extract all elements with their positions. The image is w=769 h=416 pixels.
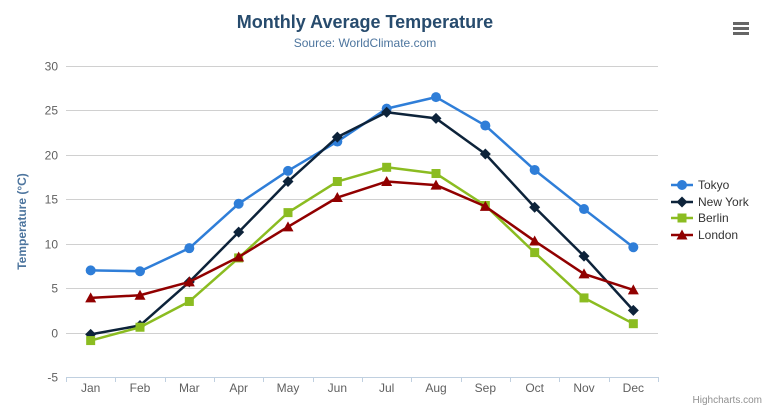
data-point[interactable] — [86, 336, 96, 346]
x-axis-label: Mar — [179, 381, 200, 395]
x-axis-label: Jul — [379, 381, 394, 395]
data-point[interactable] — [331, 131, 343, 143]
series-new-york — [85, 106, 639, 340]
x-axis-label: Oct — [525, 381, 544, 395]
data-point[interactable] — [85, 265, 96, 276]
series-line — [89, 180, 635, 300]
data-point[interactable] — [579, 204, 589, 215]
data-point[interactable] — [183, 276, 195, 287]
data-point[interactable] — [282, 221, 294, 232]
data-point[interactable] — [627, 304, 639, 316]
x-axis-label: Sep — [475, 381, 497, 395]
data-point[interactable] — [677, 213, 687, 223]
x-axis-label: Jun — [328, 381, 347, 395]
y-axis-label: 10 — [45, 238, 59, 252]
x-axis-label: Jan — [81, 381, 100, 395]
data-point[interactable] — [628, 242, 639, 253]
data-point[interactable] — [579, 293, 589, 303]
data-point[interactable] — [184, 296, 194, 306]
y-axis-label: 5 — [51, 282, 58, 296]
data-point[interactable] — [676, 196, 688, 208]
y-axis-label: 20 — [45, 149, 59, 163]
data-point[interactable] — [479, 148, 491, 160]
legend-label: Tokyo — [698, 178, 730, 193]
data-point[interactable] — [431, 169, 441, 179]
data-point[interactable] — [677, 180, 687, 191]
data-point[interactable] — [529, 164, 540, 175]
data-point[interactable] — [578, 268, 590, 279]
legend: Tokyo New York Berlin London — [671, 177, 749, 243]
x-axis-label: Feb — [130, 381, 151, 395]
y-axis-title: Temperature (°C) — [15, 173, 29, 270]
y-axis-label: 25 — [45, 104, 59, 118]
data-point[interactable] — [381, 106, 393, 118]
y-axis-label: 0 — [51, 327, 58, 341]
legend-item-london[interactable]: London — [671, 227, 749, 244]
y-axis-label: 30 — [45, 60, 59, 74]
data-point[interactable] — [430, 179, 442, 190]
legend-label: New York — [698, 194, 749, 209]
series-tokyo — [85, 92, 639, 277]
series-line — [89, 166, 635, 342]
data-point[interactable] — [283, 208, 293, 218]
series-line — [89, 95, 635, 273]
square-marker-icon — [671, 213, 693, 223]
data-point[interactable] — [135, 266, 145, 277]
credits-link[interactable]: Highcharts.com — [692, 395, 762, 406]
data-point[interactable] — [627, 284, 639, 295]
x-axis-label: Apr — [229, 381, 248, 395]
data-point[interactable] — [529, 201, 541, 213]
x-axis-label: Nov — [573, 381, 594, 395]
x-axis-label: Dec — [623, 381, 644, 395]
hamburger-icon — [733, 22, 749, 35]
legend-item-new-york[interactable]: New York — [671, 194, 749, 211]
x-axis-label: May — [277, 381, 300, 395]
data-point[interactable] — [628, 319, 638, 329]
legend-label: London — [698, 227, 739, 242]
series-line — [89, 110, 635, 336]
data-point[interactable] — [282, 176, 294, 188]
data-point[interactable] — [134, 289, 146, 300]
circle-marker-icon — [671, 180, 693, 191]
y-axis-label: -5 — [47, 371, 58, 385]
legend-item-tokyo[interactable]: Tokyo — [671, 177, 749, 194]
data-point[interactable] — [85, 292, 97, 303]
data-point[interactable] — [283, 165, 293, 176]
chart-title: Monthly Average Temperature — [236, 12, 494, 32]
series-london — [85, 176, 639, 303]
data-point[interactable] — [676, 229, 688, 240]
legend-label: Berlin — [698, 211, 729, 226]
y-axis-label: 15 — [45, 193, 59, 207]
data-point[interactable] — [332, 177, 342, 187]
data-point[interactable] — [530, 248, 540, 258]
data-point[interactable] — [233, 226, 245, 238]
data-point[interactable] — [184, 243, 195, 254]
legend-item-berlin[interactable]: Berlin — [671, 210, 749, 227]
data-point[interactable] — [382, 162, 392, 172]
data-point[interactable] — [578, 250, 590, 262]
data-point[interactable] — [381, 176, 393, 187]
data-point[interactable] — [480, 120, 491, 131]
data-point[interactable] — [431, 92, 441, 103]
x-axis-label: Aug — [425, 381, 446, 395]
data-point[interactable] — [479, 200, 491, 211]
export-menu-button[interactable] — [727, 16, 755, 42]
data-point[interactable] — [233, 198, 244, 209]
triangle-marker-icon — [671, 229, 693, 240]
chart-subtitle: Source: WorldClimate.com — [293, 36, 437, 50]
diamond-marker-icon — [671, 196, 693, 208]
data-point[interactable] — [529, 235, 541, 246]
data-point[interactable] — [135, 322, 145, 332]
data-point[interactable] — [430, 112, 442, 124]
data-point[interactable] — [233, 251, 245, 262]
data-point[interactable] — [331, 192, 343, 203]
